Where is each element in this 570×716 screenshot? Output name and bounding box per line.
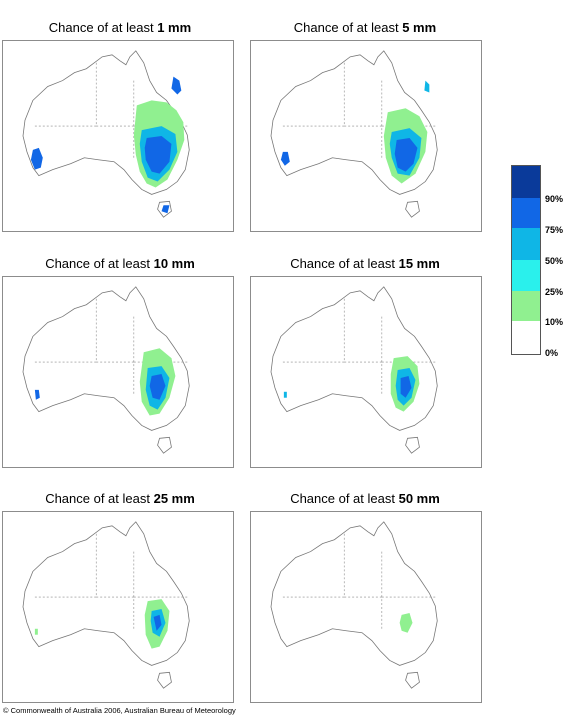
legend-label-50: 50% [545,256,564,266]
panel-title-25mm: Chance of at least 25 mm [45,491,195,506]
legend-label-75: 75% [545,225,564,235]
rain-map-1mm [2,40,234,232]
australia-map-10mm [22,286,190,454]
legend-swatch-10 [512,291,540,321]
rain-map-15mm [250,276,482,468]
legend-label-0: 0% [545,348,559,358]
rain-map-5mm [250,40,482,232]
panel-title-50mm: Chance of at least 50 mm [290,491,440,506]
legend-swatch-90 [512,166,540,198]
panel-title-10mm: Chance of at least 10 mm [45,256,195,271]
panel-title-5mm: Chance of at least 5 mm [293,20,437,35]
legend-swatch-75 [512,198,540,228]
copyright-text: © Commonwealth of Australia 2006, Austra… [3,706,236,715]
legend-label-25: 25% [545,287,564,297]
legend-swatch-25 [512,260,540,291]
australia-map-25mm [22,521,190,689]
australia-map-50mm [270,521,438,689]
legend-swatch-50 [512,228,540,260]
australia-map-1mm [22,50,190,218]
legend-label-90: 90% [545,194,564,204]
panel-title-15mm: Chance of at least 15 mm [290,256,440,271]
rain-map-50mm [250,511,482,703]
australia-map-5mm [270,50,438,218]
rain-map-25mm [2,511,234,703]
panel-title-1mm: Chance of at least 1 mm [48,20,192,35]
legend-swatch-0 [512,321,540,354]
probability-legend [511,165,541,355]
australia-map-15mm [270,286,438,454]
legend-label-10: 10% [545,317,564,327]
rain-map-10mm [2,276,234,468]
